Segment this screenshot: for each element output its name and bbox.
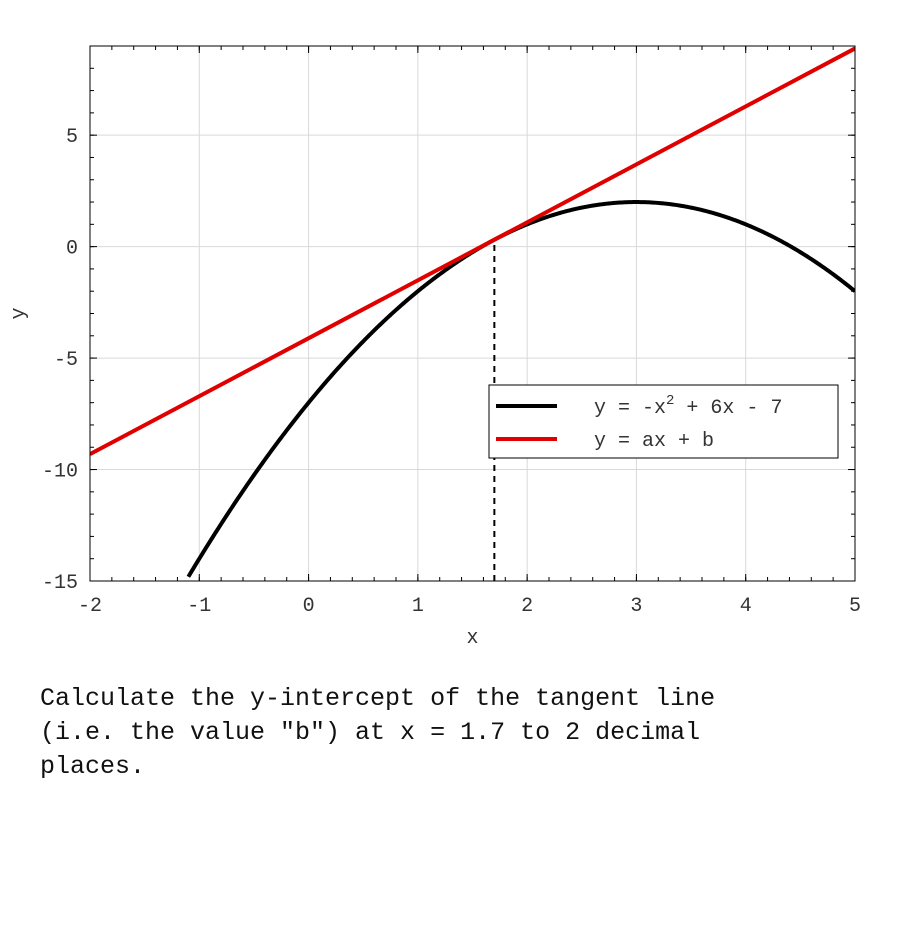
legend-label-parabola-exponent: 2: [666, 393, 674, 409]
question-text: Calculate the y-intercept of the tangent…: [40, 684, 716, 781]
x-tick-label: -1: [187, 595, 211, 618]
plot-lines: [90, 46, 855, 581]
x-axis-label: x: [466, 627, 478, 650]
legend-box: [488, 384, 839, 459]
x-tick-label: 3: [630, 595, 642, 618]
series-line-tangent: [90, 46, 855, 456]
legend: y = -x2 + 6x - 7 y = ax + b: [488, 384, 839, 459]
legend-label-tangent: y = ax + b: [594, 430, 714, 453]
x-tick-label: -2: [78, 595, 102, 618]
x-tick-label: 1: [412, 595, 424, 618]
y-tick-label: -10: [42, 461, 78, 484]
tick-labels: -2 -1 0 1 2 3 4 5-15-10-505: [42, 126, 861, 618]
legend-label-parabola-part2: + 6x - 7: [674, 397, 782, 420]
legend-label-parabola: y = -x2 + 6x - 7: [594, 393, 782, 420]
plot-frame: [89, 45, 856, 582]
y-tick-label: -15: [42, 572, 78, 595]
grid: [89, 46, 856, 582]
minor-ticks: [89, 45, 856, 582]
x-tick-label: 2: [521, 595, 533, 618]
x-tick-label: 4: [740, 595, 752, 618]
y-tick-label: -5: [54, 349, 78, 372]
y-tick-label: 0: [66, 238, 78, 261]
legend-label-parabola-part1: y = -x: [594, 397, 666, 420]
y-axis-label: y: [8, 307, 31, 319]
x-tick-label: 5: [849, 595, 861, 618]
chart: -2 -1 0 1 2 3 4 5-15-10-505 x y y = -x2 + 6x - …: [8, 45, 861, 650]
y-tick-label: 5: [66, 126, 78, 149]
x-tick-label: 0: [303, 595, 315, 618]
